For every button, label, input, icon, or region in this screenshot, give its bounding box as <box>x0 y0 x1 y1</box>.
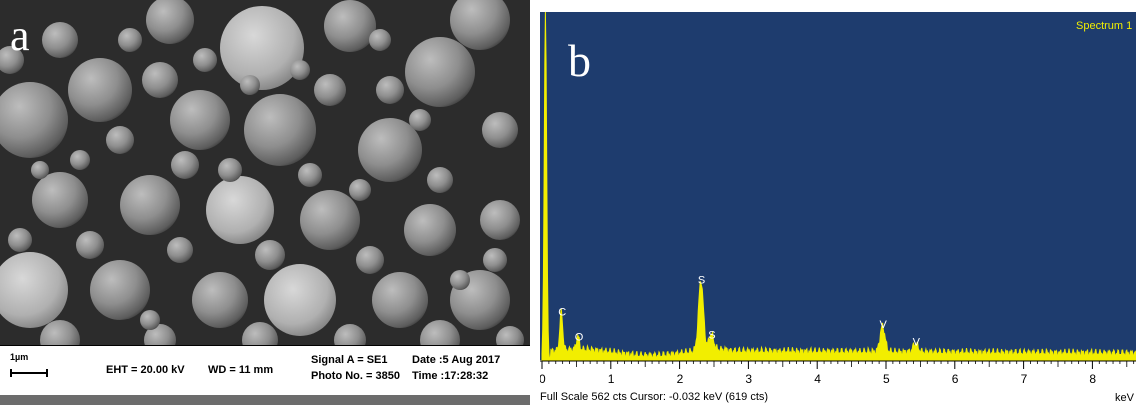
panel-label-b: b <box>568 35 591 86</box>
microsphere <box>142 62 178 98</box>
microsphere <box>171 151 199 179</box>
plot-background <box>540 12 1136 360</box>
microsphere <box>220 6 304 90</box>
peak-label-v: V <box>913 336 921 348</box>
x-tick-label: 3 <box>745 372 752 386</box>
microsphere <box>298 163 322 187</box>
scale-bar-label: 1µm <box>10 352 29 362</box>
microsphere <box>68 58 132 122</box>
microsphere <box>106 126 134 154</box>
microsphere <box>193 48 217 72</box>
microsphere <box>90 260 150 320</box>
microsphere <box>70 150 90 170</box>
microsphere <box>240 75 260 95</box>
time-text: Time :17:28:32 <box>412 370 489 382</box>
sem-micrograph <box>0 0 530 345</box>
microsphere <box>8 228 32 252</box>
sem-info-bar: 1µm EHT = 20.00 kV WD = 11 mm Signal A =… <box>0 345 530 396</box>
panel-label-a: a <box>10 11 30 60</box>
microsphere <box>324 0 376 52</box>
microsphere <box>356 246 384 274</box>
x-tick-label: 1 <box>608 372 615 386</box>
microsphere <box>300 190 360 250</box>
microsphere <box>76 231 104 259</box>
sem-bottom-strip <box>0 395 530 405</box>
spectrum-trace <box>541 11 1136 362</box>
microsphere <box>369 29 391 51</box>
microsphere <box>334 324 366 345</box>
peak-label-v: V <box>880 319 888 331</box>
wd-text: WD = 11 mm <box>208 364 274 376</box>
microsphere <box>482 112 518 148</box>
microsphere <box>358 118 422 182</box>
microsphere <box>242 322 278 345</box>
microsphere <box>0 252 68 328</box>
microsphere <box>450 270 470 290</box>
microsphere <box>244 94 316 166</box>
photo-number-text: Photo No. = 3850 <box>311 370 400 382</box>
x-tick-label: 7 <box>1021 372 1028 386</box>
eds-spectrum-chart: CO S S V V 0 1 2 3 4 5 6 7 8 keV <box>540 11 1136 404</box>
microsphere <box>264 264 336 336</box>
microsphere <box>42 22 78 58</box>
signal-text: Signal A = SE1 <box>311 354 388 366</box>
x-tick-label: 4 <box>814 372 821 386</box>
microsphere <box>118 28 142 52</box>
microsphere <box>255 240 285 270</box>
microsphere <box>376 76 404 104</box>
microsphere <box>372 272 428 328</box>
microsphere <box>218 158 242 182</box>
peak-label-c: C <box>558 307 566 319</box>
microsphere <box>496 326 524 345</box>
microsphere <box>404 204 456 256</box>
cursor-readout: Full Scale 562 cts Cursor: -0.032 keV (6… <box>540 391 769 403</box>
microsphere <box>192 272 248 328</box>
eht-text: EHT = 20.00 kV <box>106 364 185 376</box>
microsphere <box>427 167 453 193</box>
microsphere <box>0 82 68 158</box>
x-tick-label: 2 <box>677 372 684 386</box>
microsphere <box>405 37 475 107</box>
microsphere <box>314 74 346 106</box>
microsphere <box>167 237 193 263</box>
microsphere <box>140 310 160 330</box>
microsphere <box>32 172 88 228</box>
spectrum-title: Spectrum 1 <box>1076 20 1133 32</box>
microsphere <box>290 60 310 80</box>
microsphere <box>480 200 520 240</box>
microsphere <box>40 320 80 345</box>
scale-bar <box>10 369 48 377</box>
microsphere <box>146 0 194 44</box>
x-tick-label: 8 <box>1089 372 1096 386</box>
microsphere <box>206 176 274 244</box>
microsphere <box>420 320 460 345</box>
peak-label-s: S <box>708 330 715 342</box>
microsphere <box>409 109 431 131</box>
microsphere <box>0 46 24 74</box>
peak-label-s: S <box>698 274 705 286</box>
microsphere <box>349 179 371 201</box>
x-axis-label: keV <box>1115 392 1135 404</box>
date-text: Date :5 Aug 2017 <box>412 354 501 366</box>
microsphere <box>483 248 507 272</box>
x-tick-label: 5 <box>883 372 890 386</box>
peak-label-o: O <box>575 331 584 343</box>
microsphere <box>170 90 230 150</box>
microsphere <box>450 0 510 50</box>
x-tick-label: 6 <box>952 372 959 386</box>
microsphere-group <box>0 0 524 345</box>
microsphere <box>120 175 180 235</box>
microsphere <box>31 161 49 179</box>
x-tick-label: 0 <box>540 372 546 386</box>
sem-panel: a 1µm EHT = 20.00 kV WD = 11 mm Signal A… <box>0 0 530 405</box>
